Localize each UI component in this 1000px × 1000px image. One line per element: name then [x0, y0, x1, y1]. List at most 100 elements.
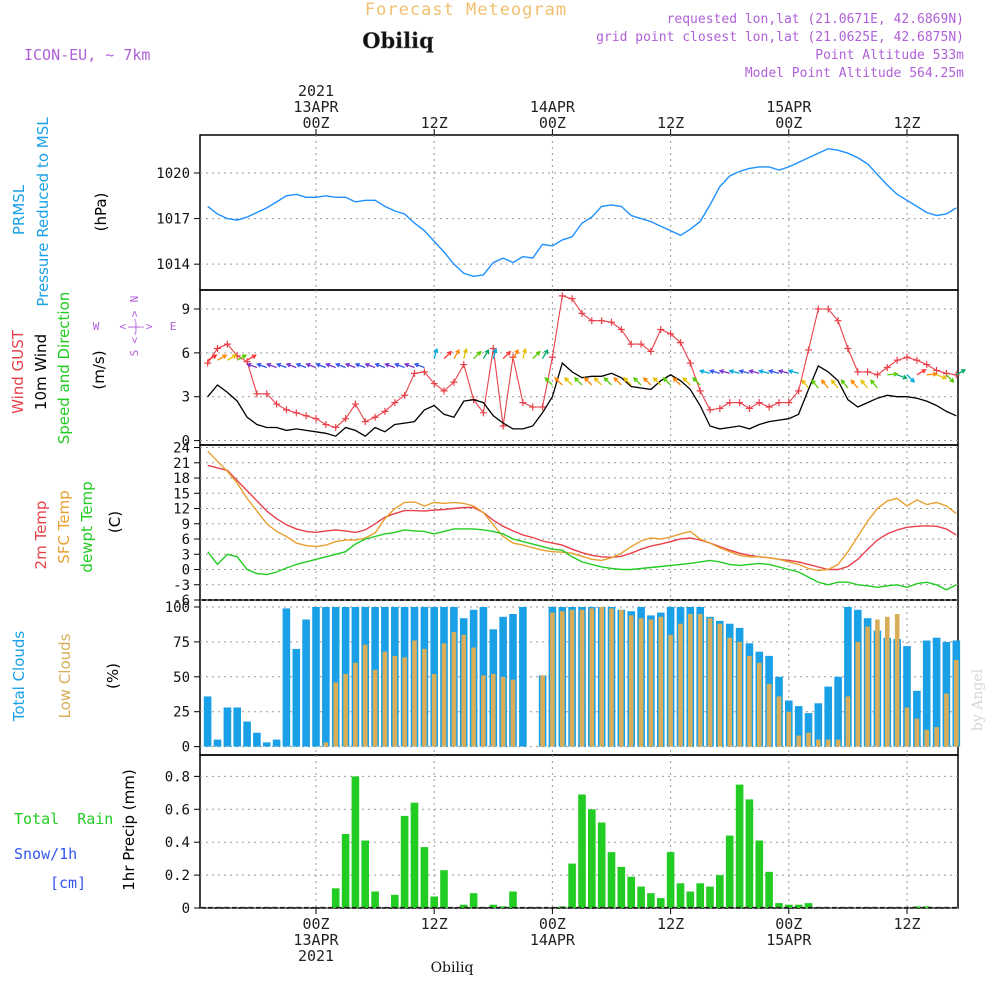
wind-gust-marker: [479, 409, 487, 417]
low-cloud-bar: [727, 637, 732, 747]
rain-bar: [755, 840, 764, 908]
wind-direction-arrow: [870, 379, 878, 389]
temp-y-tick-label: 15: [173, 486, 190, 502]
clouds-y-tick-label: 50: [173, 670, 190, 686]
rain-bar: [420, 847, 429, 908]
prmsl-label: PRMSL: [10, 184, 28, 235]
wind-gust-marker: [736, 399, 744, 407]
wind-direction-arrow: [413, 362, 425, 369]
wind-direction-arrow: [906, 374, 916, 383]
wind-direction-arrow: [522, 347, 528, 359]
wind-direction-arrow: [541, 348, 549, 360]
rain-bar: [459, 904, 468, 908]
credit-watermark: by Angel: [970, 668, 986, 731]
rain-bar: [588, 809, 596, 908]
bottom-time-label: 14APR: [530, 931, 576, 949]
clouds-unit: (%): [104, 663, 122, 689]
top-time-label: 2021: [298, 82, 334, 100]
wind-gust-marker: [696, 387, 704, 395]
low-cloud-bar: [372, 669, 378, 747]
low-cloud-bar: [717, 623, 723, 747]
bottom-time-label: 2021: [298, 947, 334, 965]
station-title: Obiliq: [362, 28, 434, 53]
wind-gust-marker: [420, 368, 428, 376]
rain-bar: [489, 904, 498, 908]
wind-gust-marker: [351, 400, 359, 408]
rain-bar: [578, 794, 586, 908]
wind-gust-marker: [273, 400, 281, 408]
low-cloud-bar: [323, 742, 329, 747]
wind-gust-marker: [539, 403, 547, 411]
wind-gust-marker: [903, 353, 911, 361]
temp-y-tick-label: 18: [173, 471, 190, 487]
bottom-time-label: 12Z: [657, 915, 684, 933]
wind-direction-arrow: [777, 369, 789, 374]
wind-direction-arrow: [698, 369, 711, 374]
wind-gust-marker: [204, 359, 212, 367]
wind-gust-marker: [391, 399, 399, 407]
wind-gust-marker: [598, 317, 606, 325]
rain-bar: [775, 903, 783, 908]
total-cloud-bar: [844, 607, 852, 747]
wind-direction-arrow: [682, 377, 691, 386]
wind-direction-arrow: [544, 377, 553, 386]
rain-bar: [735, 784, 744, 908]
pressure-labels: PRMSL Pressure Reduced to MSL (hPa): [10, 117, 110, 307]
wind-labels: Wind GUST 10m Wind Speed and Direction (…: [9, 292, 176, 445]
wind-direction-arrow: [463, 347, 468, 359]
grid-layer: [200, 135, 958, 909]
wind-gust-marker: [361, 418, 369, 426]
wind-direction-arrow: [926, 371, 939, 377]
wind-gust-marker: [401, 391, 409, 399]
wind-gust-marker: [617, 325, 625, 333]
top-time-label: 00Z: [775, 114, 802, 132]
rain-bar: [341, 834, 350, 908]
top-time-label: 00Z: [539, 114, 566, 132]
total-cloud-bar: [312, 607, 320, 747]
wind-direction-arrow: [453, 348, 460, 360]
rain-bar: [331, 888, 340, 908]
wind-gust-marker: [814, 305, 822, 313]
wind-direction-arrow: [728, 369, 740, 374]
low-cloud-bar: [638, 618, 644, 747]
wind-direction-arrow: [492, 347, 498, 359]
rain-bar: [469, 893, 478, 908]
wind-gust-marker: [381, 407, 389, 415]
wind-gust-marker: [588, 317, 596, 325]
total-cloud-bar: [903, 646, 911, 747]
wind-gust-marker: [716, 404, 724, 412]
wind-direction-arrow: [811, 379, 819, 389]
wind-direction-arrow: [603, 377, 612, 386]
low-cloud-bar: [550, 612, 555, 747]
temp-y-tick-label: -3: [173, 578, 190, 594]
bottom-time-label: 00Z: [302, 915, 329, 933]
rain-bar: [765, 871, 773, 908]
temp-y-tick-label: 24: [173, 441, 190, 457]
wind-direction-arrow: [787, 369, 799, 374]
top-time-label: 12Z: [657, 114, 684, 132]
low-cloud-bar: [885, 616, 890, 747]
wind-10m-label: 10m Wind: [32, 334, 50, 410]
wind-gust-marker: [519, 399, 527, 407]
wind-direction-arrow: [256, 362, 268, 369]
wind-direction-arrow: [554, 377, 563, 386]
low-cloud-bar: [894, 614, 900, 747]
temp-dewpt-label: dewpt Temp: [78, 481, 96, 572]
rain-bar: [922, 906, 931, 908]
rain-bar: [607, 852, 616, 908]
wind-dir-label: Speed and Direction: [55, 292, 73, 445]
low-cloud-bar: [816, 739, 821, 747]
wind-gust-marker: [460, 361, 468, 369]
wind-direction-arrow: [227, 354, 238, 361]
pressure-unit: (hPa): [92, 193, 110, 232]
wind-gust-marker: [450, 378, 458, 386]
wind-direction-arrow: [354, 362, 366, 369]
low-cloud-bar: [944, 693, 949, 747]
wind-gust-marker: [785, 399, 793, 407]
rain-bar: [568, 863, 576, 908]
total-cloud-bar: [824, 686, 832, 747]
low-cloud-bar: [510, 679, 516, 747]
rain-bar: [391, 894, 399, 908]
wind-direction-arrow: [633, 377, 642, 386]
